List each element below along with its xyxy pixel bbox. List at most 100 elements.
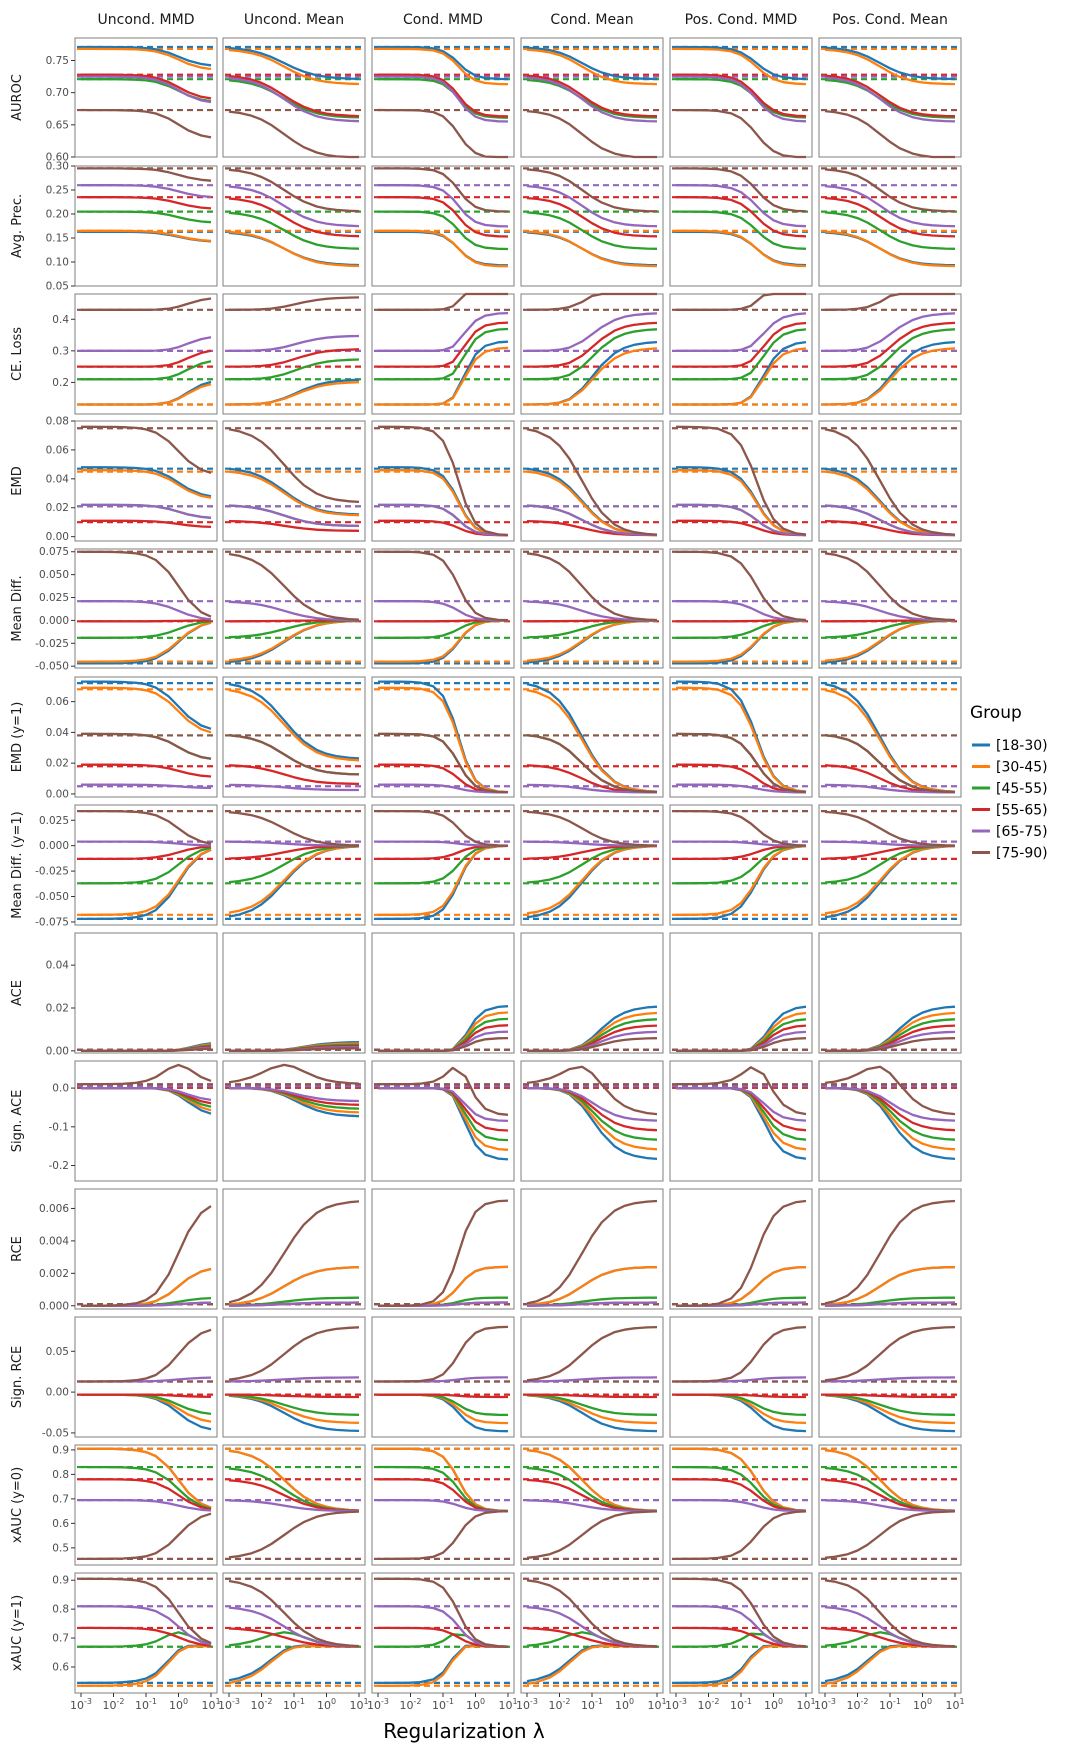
y-tick-label: 0.004 xyxy=(39,1235,69,1247)
series-line xyxy=(229,334,360,352)
x-tick-label: 101 xyxy=(945,1697,964,1712)
y-tick-label: -0.025 xyxy=(35,638,69,650)
legend-item-label: [30-45) xyxy=(996,760,1048,776)
panel-frame xyxy=(520,804,664,926)
y-tick-label: 0.0 xyxy=(52,1083,69,1095)
series-line xyxy=(825,321,956,368)
x-tick-label: 10-3 xyxy=(665,1697,687,1712)
series-line xyxy=(378,45,509,81)
series-line xyxy=(676,1086,807,1122)
y-tick-label: 0.9 xyxy=(52,1444,69,1456)
series-line xyxy=(824,428,956,536)
panel xyxy=(672,1325,810,1433)
series-line xyxy=(824,1199,956,1305)
panel-frame xyxy=(74,548,218,669)
panel-frame xyxy=(74,1060,218,1182)
series-line xyxy=(824,1393,955,1399)
series-line xyxy=(228,600,360,622)
legend-item-label: [65-75) xyxy=(996,824,1048,840)
panel xyxy=(672,1199,810,1307)
series-line xyxy=(675,425,807,536)
panel xyxy=(374,292,512,406)
panel xyxy=(225,1040,363,1053)
y-tick-label: -0.2 xyxy=(49,1160,70,1172)
series-line xyxy=(81,621,212,663)
series-line xyxy=(526,76,658,123)
series-line xyxy=(378,1086,509,1123)
panel xyxy=(821,1325,959,1433)
panel xyxy=(77,297,215,406)
legend-item-label: [18-30) xyxy=(996,738,1048,754)
series-line xyxy=(825,1037,956,1053)
series-line xyxy=(80,1465,212,1510)
series-line xyxy=(526,1086,658,1122)
series-line xyxy=(824,76,956,123)
panel-frame xyxy=(371,37,515,158)
y-tick-label: 0.06 xyxy=(46,444,70,456)
y-tick-label: 0.65 xyxy=(46,119,69,131)
series-line xyxy=(377,1199,509,1307)
y-tick-label: -0.025 xyxy=(35,866,69,878)
series-line xyxy=(526,184,658,228)
panel xyxy=(374,1005,512,1053)
panel xyxy=(672,45,810,159)
x-tick-label: 10-2 xyxy=(103,1697,125,1712)
series-line xyxy=(824,1086,956,1122)
panel xyxy=(374,1066,512,1161)
series-line xyxy=(228,1063,360,1085)
column-title: Cond. Mean xyxy=(550,12,633,28)
series-line xyxy=(824,184,956,228)
x-tick-label: 100 xyxy=(169,1697,188,1712)
y-tick-label: 0.2 xyxy=(52,377,69,389)
row-label: Mean Diff. (y=1) xyxy=(10,811,25,918)
series-line xyxy=(378,327,509,381)
x-tick-label: 10-3 xyxy=(218,1697,240,1712)
series-line xyxy=(824,109,955,159)
series-line xyxy=(526,78,658,119)
series-line xyxy=(526,1199,658,1305)
row-label: xAUC (y=0) xyxy=(10,1467,25,1543)
x-tick-label: 10-1 xyxy=(581,1697,603,1712)
panel-frame xyxy=(669,1444,813,1566)
y-tick-label: 0.8 xyxy=(52,1604,69,1616)
y-tick-label: 0.00 xyxy=(46,1387,69,1399)
series-line xyxy=(81,1626,212,1647)
x-tick-label: 10-2 xyxy=(549,1697,571,1712)
series-line xyxy=(676,469,807,536)
panel-frame xyxy=(74,1572,218,1694)
series-line xyxy=(526,600,658,622)
series-line xyxy=(228,197,360,238)
y-tick-label: 0.002 xyxy=(39,1268,69,1280)
series-line xyxy=(526,552,658,622)
series-line xyxy=(228,76,360,123)
series-line xyxy=(228,211,360,250)
panel xyxy=(77,550,215,665)
series-line xyxy=(378,469,509,537)
panel xyxy=(523,427,661,537)
series-line xyxy=(81,167,212,182)
column-title: Cond. MMD xyxy=(403,12,483,28)
panel xyxy=(821,810,959,920)
series-line xyxy=(228,46,360,80)
series-line xyxy=(676,210,807,250)
panel xyxy=(225,1326,363,1433)
series-line xyxy=(676,1325,807,1383)
legend-item-label: [45-55) xyxy=(996,781,1048,797)
series-line xyxy=(824,48,956,86)
y-tick-label: 0.30 xyxy=(46,161,69,173)
series-line xyxy=(81,846,212,885)
series-line xyxy=(824,1265,956,1307)
panel-frame xyxy=(74,165,218,287)
series-line xyxy=(81,763,212,778)
series-line xyxy=(526,1579,658,1648)
series-line xyxy=(526,783,657,794)
x-tick-label: 10-1 xyxy=(879,1697,901,1712)
series-line xyxy=(81,1577,212,1645)
panel xyxy=(672,167,810,268)
panel-frame xyxy=(74,676,218,798)
panel xyxy=(374,809,512,921)
y-tick-label: 0.6 xyxy=(52,1518,69,1530)
series-line xyxy=(228,296,360,311)
panel xyxy=(523,810,661,920)
series-line xyxy=(676,844,807,885)
